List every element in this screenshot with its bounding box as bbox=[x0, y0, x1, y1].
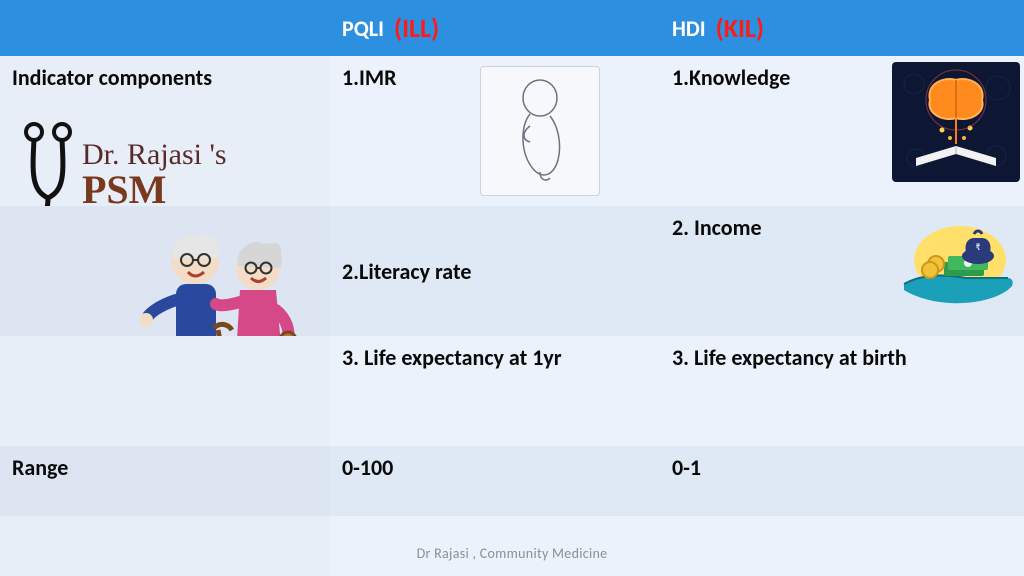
cell-blank-r3 bbox=[0, 336, 330, 446]
cell-blank-r2 bbox=[0, 206, 330, 336]
hdi-mnemonic: (KIL) bbox=[716, 12, 764, 44]
hand-money-icon: ₹ bbox=[896, 220, 1016, 310]
row-indicator-3: 3. Life expectancy at 1yr 3. Life expect… bbox=[0, 336, 1024, 446]
logo-line2: PSM bbox=[82, 170, 227, 210]
table-body: Indicator components Dr. Rajasi 's PSM bbox=[0, 56, 1024, 576]
logo-line1: Dr. Rajasi 's bbox=[82, 140, 227, 170]
hdi-item-3: 3. Life expectancy at birth bbox=[672, 344, 907, 371]
range-label: Range bbox=[12, 454, 68, 481]
cell-indicator-label: Indicator components Dr. Rajasi 's PSM bbox=[0, 56, 330, 206]
hdi-item-2: 2. Income bbox=[672, 214, 762, 241]
pqli-item-3: 3. Life expectancy at 1yr bbox=[342, 344, 562, 371]
pqli-item-1: 1.IMR bbox=[342, 64, 397, 91]
cell-pqli-1: 1.IMR bbox=[330, 56, 660, 206]
cell-hdi-3: 3. Life expectancy at birth bbox=[660, 336, 1024, 446]
pqli-range: 0-100 bbox=[342, 454, 393, 481]
baby-sketch-icon bbox=[480, 66, 600, 196]
pqli-mnemonic: (ILL) bbox=[394, 12, 439, 44]
cell-hdi-range: 0-1 bbox=[660, 446, 1024, 516]
row-indicator-2: 2.Literacy rate 2. Income ₹ bbox=[0, 206, 1024, 336]
footer-credit: Dr Rajasi , Community Medicine bbox=[0, 545, 1024, 562]
cell-pqli-3: 3. Life expectancy at 1yr bbox=[330, 336, 660, 446]
hdi-range: 0-1 bbox=[672, 454, 701, 481]
comparison-table: PQLI (ILL) HDI (KIL) Indicator component… bbox=[0, 0, 1024, 576]
indicator-components-label: Indicator components bbox=[12, 64, 212, 91]
cell-pqli-range: 0-100 bbox=[330, 446, 660, 516]
pqli-item-2: 2.Literacy rate bbox=[342, 258, 471, 285]
brain-book-icon bbox=[892, 62, 1020, 182]
row-range: Range 0-100 0-1 bbox=[0, 446, 1024, 516]
header-hdi: HDI (KIL) bbox=[660, 0, 1024, 56]
svg-text:₹: ₹ bbox=[975, 240, 980, 253]
table-header-row: PQLI (ILL) HDI (KIL) bbox=[0, 0, 1024, 56]
header-blank bbox=[0, 0, 330, 56]
header-pqli: PQLI (ILL) bbox=[330, 0, 660, 56]
hdi-label: HDI bbox=[672, 15, 706, 42]
pqli-label: PQLI bbox=[342, 15, 384, 42]
cell-hdi-2: 2. Income ₹ bbox=[660, 206, 1024, 336]
cell-hdi-1: 1.Knowledge bbox=[660, 56, 1024, 206]
row-indicator-1: Indicator components Dr. Rajasi 's PSM bbox=[0, 56, 1024, 206]
cell-range-label: Range bbox=[0, 446, 330, 516]
cell-pqli-2: 2.Literacy rate bbox=[330, 206, 660, 336]
hdi-item-1: 1.Knowledge bbox=[672, 64, 790, 91]
